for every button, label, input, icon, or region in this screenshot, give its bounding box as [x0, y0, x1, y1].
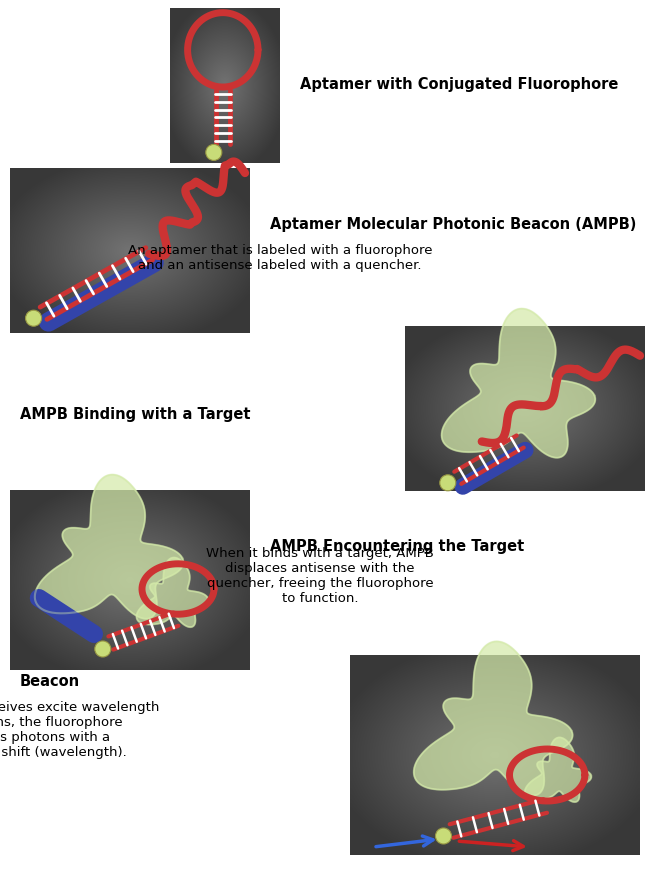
- Circle shape: [25, 310, 42, 326]
- Circle shape: [206, 144, 222, 161]
- Polygon shape: [441, 308, 595, 458]
- Polygon shape: [35, 474, 183, 619]
- Text: When it binds with a target, AMPB
displaces antisense with the
quencher, freeing: When it binds with a target, AMPB displa…: [206, 547, 434, 605]
- Polygon shape: [414, 641, 573, 795]
- Circle shape: [436, 828, 452, 844]
- Text: Beacon: Beacon: [20, 674, 80, 689]
- Polygon shape: [136, 558, 208, 627]
- Text: AMPB Encountering the Target: AMPB Encountering the Target: [270, 539, 525, 554]
- Text: Aptamer Molecular Photonic Beacon (AMPB): Aptamer Molecular Photonic Beacon (AMPB): [270, 217, 636, 233]
- Text: An aptamer that is labeled with a fluorophore
and an antisense labeled with a qu: An aptamer that is labeled with a fluoro…: [128, 244, 432, 272]
- Text: When it receives excite wavelength
photons, the fluorophore
emits photons with a: When it receives excite wavelength photo…: [0, 701, 159, 759]
- Polygon shape: [525, 738, 592, 802]
- Circle shape: [440, 474, 456, 491]
- Circle shape: [95, 641, 110, 657]
- Text: AMPB Binding with a Target: AMPB Binding with a Target: [20, 408, 250, 422]
- Text: Aptamer with Conjugated Fluorophore: Aptamer with Conjugated Fluorophore: [300, 77, 618, 92]
